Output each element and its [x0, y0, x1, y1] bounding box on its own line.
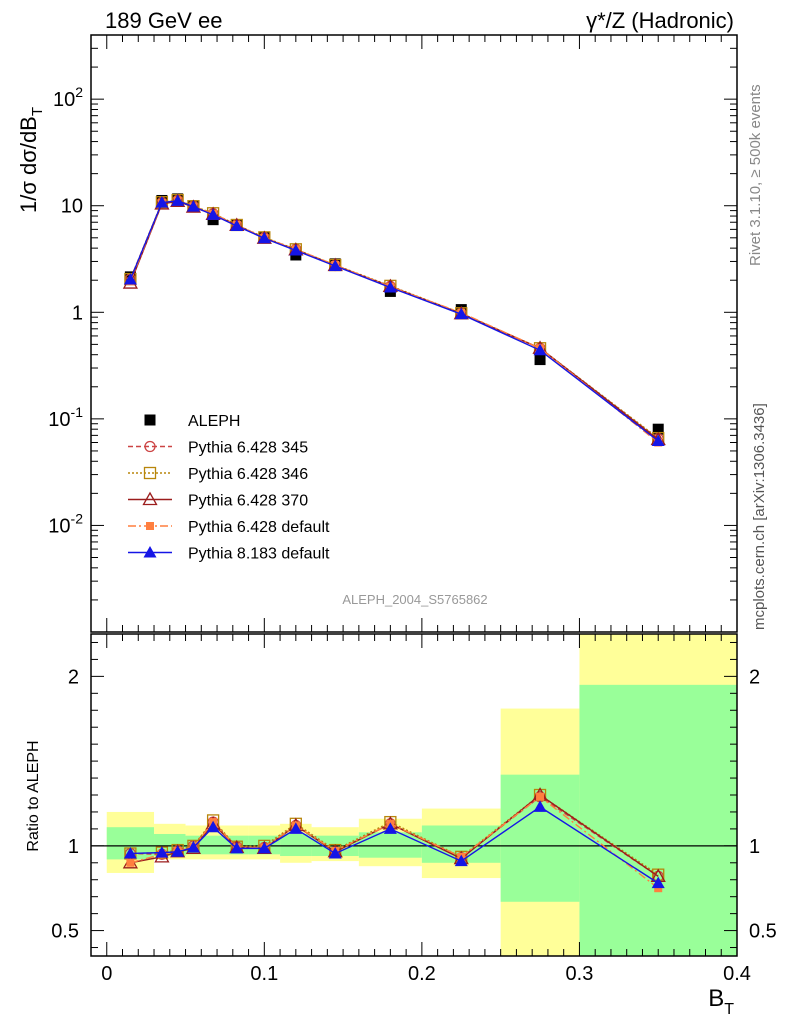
- main-ytick-label: 10-2: [48, 510, 83, 537]
- svg-text:1/σ dσ/dBT: 1/σ dσ/dBT: [16, 107, 46, 213]
- ratio-series-4-point: [289, 822, 303, 834]
- main-series-3: [122, 193, 666, 446]
- legend-label: ALEPH: [188, 413, 240, 430]
- main-ytick-label: 10: [61, 196, 83, 218]
- ratio-bands: [106, 634, 737, 956]
- ratio-xtick-label: 0.4: [723, 963, 751, 985]
- main-series-3-line: [129, 200, 659, 441]
- main-series-5-point: [155, 196, 169, 208]
- main-series-5-point: [533, 343, 547, 356]
- legend: ALEPH Pythia 6.428 345 Pythia 6.428 346 Pyt…: [128, 413, 330, 563]
- band-green-4: [280, 833, 312, 857]
- main-panel: 10-2 10-1 1 10 102: [48, 34, 738, 633]
- ratio-ytick-label: 0.5: [51, 921, 79, 943]
- ratio-ytick-label-right: 1: [749, 836, 760, 858]
- legend-label: Pythia 6.428 346: [188, 466, 308, 483]
- ratio-ytick-label-right: 0.5: [749, 921, 777, 943]
- ratio-ytick-label: 2: [68, 666, 79, 688]
- main-series-5-point: [206, 208, 220, 220]
- ratio-series-4-point: [533, 800, 547, 812]
- main-series-0-point: [652, 423, 664, 435]
- legend-marker: [146, 522, 154, 530]
- ratio-panel: 0 0.1 0.2 0.3 0.4 0.5 0.5 1 1 2 2: [51, 633, 777, 985]
- legend-marker: [143, 546, 157, 558]
- main-series-5-point: [328, 259, 342, 271]
- main-series-5-point: [186, 200, 200, 212]
- legend-entry-4: Pythia 6.428 default: [128, 519, 330, 536]
- ratio-series-4-point: [155, 846, 169, 858]
- svg-text:BT: BT: [708, 985, 734, 1018]
- ratio-series-4-point: [257, 841, 271, 854]
- main-series-5-line: [129, 200, 659, 442]
- ratio-xtick-label: 0.1: [250, 963, 278, 985]
- main-ytick-label: 102: [53, 84, 83, 111]
- ratio-xtick-label: 0: [101, 963, 112, 985]
- legend-marker: [144, 414, 156, 426]
- band-green-9: [579, 684, 737, 956]
- main-series-0-point: [534, 354, 546, 366]
- main-series-5-point: [454, 307, 468, 320]
- rivet-label: Rivet 3.1.10, ≥ 500k events: [747, 84, 764, 266]
- legend-label: Pythia 6.428 default: [188, 519, 330, 536]
- ratio-series-4-point: [206, 820, 220, 833]
- ratio-ylabel: Ratio to ALEPH: [25, 740, 42, 851]
- main-series-1-line: [129, 199, 659, 440]
- mcplots-label: mcplots.cern.ch [arXiv:1306.3436]: [751, 403, 768, 630]
- legend-marker: [142, 491, 158, 506]
- legend-entry-5: Pythia 8.183 default: [128, 546, 330, 563]
- band-green-6: [358, 832, 422, 858]
- ratio-xtick-label: 0.2: [408, 963, 436, 985]
- ratio-xtick-label: 0.3: [566, 963, 594, 985]
- ratio-series-4-point: [123, 846, 137, 859]
- main-series-4: [126, 196, 663, 447]
- main-series-4-line: [129, 199, 659, 444]
- ratio-series-4-point: [651, 876, 665, 889]
- main-series-1: [124, 194, 664, 445]
- ratio-series-4-point: [383, 822, 397, 834]
- ratio-series-3-point: [536, 792, 545, 801]
- main-series-5: [123, 194, 665, 446]
- watermark: ALEPH_2004_S5765862: [342, 592, 487, 607]
- ratio-series-4-point: [230, 841, 244, 854]
- ratio-ytick-label-right: 2: [749, 666, 760, 688]
- ratio-series-4-point: [186, 841, 200, 853]
- main-series-5-point: [123, 273, 137, 285]
- legend-label: Pythia 6.428 345: [188, 440, 308, 457]
- ratio-series-4-point: [171, 845, 185, 857]
- main-ytick-label: 10-1: [48, 404, 83, 431]
- main-ylabel: 1/σ dσ/dBT: [16, 107, 46, 213]
- main-ytick-label: 1: [72, 302, 83, 324]
- main-series-0: [124, 193, 664, 435]
- ratio-series-3-point: [126, 858, 135, 867]
- main-series-5-point: [383, 280, 397, 293]
- legend-label: Pythia 6.428 370: [188, 493, 308, 510]
- legend-entry-0: ALEPH: [144, 413, 240, 430]
- main-series-5-point: [230, 219, 244, 232]
- header-right: γ*/Z (Hadronic): [586, 8, 734, 33]
- ratio-series-3-point: [654, 884, 663, 893]
- legend-entry-2: Pythia 6.428 346: [128, 466, 308, 483]
- ratio-series-4-point: [328, 846, 342, 859]
- legend-marker: [144, 440, 156, 453]
- main-series-5-point: [257, 231, 271, 244]
- main-series-5-point: [171, 194, 185, 206]
- main-series-2-line: [129, 199, 659, 439]
- ratio-series-4: [123, 800, 665, 889]
- legend-entry-3: Pythia 6.428 370: [128, 491, 308, 510]
- legend-marker: [143, 466, 157, 480]
- main-series-5-point: [651, 434, 665, 446]
- legend-entry-1: Pythia 6.428 345: [128, 440, 308, 457]
- main-frame: [90, 34, 738, 633]
- ratio-xlabel: BT: [708, 985, 734, 1018]
- main-series-5-point: [289, 244, 303, 256]
- ratio-ytick-label: 1: [68, 836, 79, 858]
- main-series-2: [124, 193, 665, 445]
- ratio-series-4-point: [454, 854, 468, 867]
- header-left: 189 GeV ee: [105, 8, 222, 33]
- legend-label: Pythia 8.183 default: [188, 546, 330, 563]
